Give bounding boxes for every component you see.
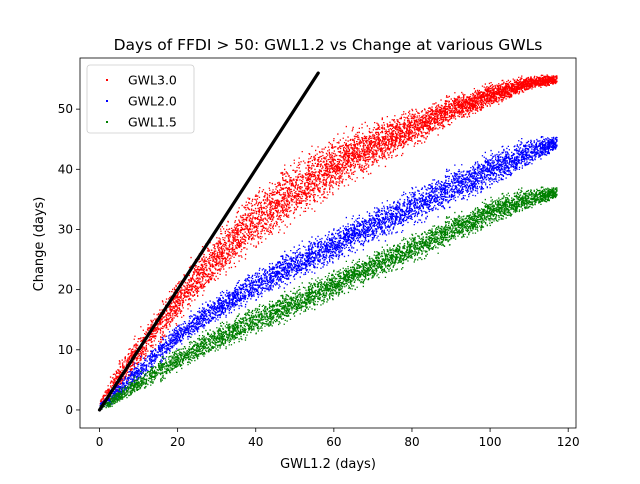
legend-label: GWL1.5 [128, 115, 177, 130]
x-tick-label: 80 [404, 435, 419, 449]
legend-label: GWL2.0 [128, 94, 177, 109]
x-tick-label: 0 [96, 435, 104, 449]
ticks-layer: 0 20 40 60 80 100 120 0 10 20 30 40 50 [58, 102, 580, 449]
points-layer [99, 74, 558, 410]
x-tick-label: 40 [248, 435, 263, 449]
x-tick-label: 100 [479, 435, 502, 449]
x-axis-label: GWL1.2 (days) [280, 457, 376, 472]
y-tick-label: 20 [58, 283, 73, 297]
reference-line [97, 71, 320, 412]
legend-box [86, 64, 195, 134]
x-tick-label: 20 [170, 435, 185, 449]
legend-marker [106, 100, 108, 102]
y-tick-label: 50 [58, 102, 73, 116]
y-axis-label: Change (days) [32, 197, 47, 292]
axes-frame [79, 57, 577, 429]
y-tick-label: 40 [58, 162, 73, 176]
legend-marker [106, 79, 108, 81]
y-tick-label: 30 [58, 222, 73, 236]
legend: GWL3.0 GWL2.0 GWL1.5 [86, 64, 195, 134]
legend-marker [106, 121, 108, 123]
reference-line-layer [97, 71, 320, 412]
legend-label: GWL3.0 [128, 73, 177, 88]
y-tick-label: 10 [58, 343, 73, 357]
chart-title: Days of FFDI > 50: GWL1.2 vs Change at v… [114, 36, 543, 54]
x-tick-label: 120 [557, 435, 580, 449]
y-tick-label: 0 [65, 403, 73, 417]
x-tick-label: 60 [326, 435, 341, 449]
series-points-gwl1-5 [99, 186, 558, 410]
